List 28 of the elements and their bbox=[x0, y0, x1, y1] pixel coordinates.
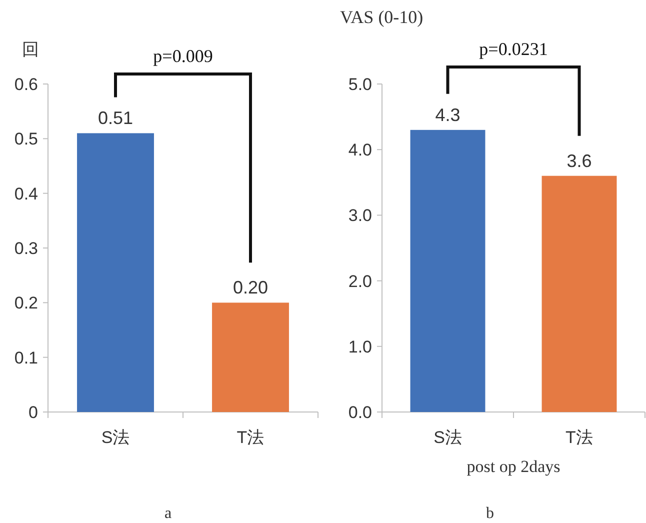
y-tick-label: 2.0 bbox=[348, 272, 372, 291]
y-tick-label: 0.0 bbox=[348, 403, 372, 422]
data-label: 0.51 bbox=[98, 108, 134, 128]
y-tick-label: 0.3 bbox=[14, 239, 38, 258]
x-axis-title: post op 2days bbox=[466, 457, 560, 476]
text: p=0.009 bbox=[153, 46, 213, 66]
x-tick-label: S法 bbox=[101, 428, 130, 447]
x-tick-label: T法 bbox=[236, 428, 264, 447]
text: b bbox=[486, 505, 494, 522]
y-tick-label: 3.0 bbox=[348, 206, 372, 226]
text: a bbox=[164, 505, 172, 522]
data-label: 0.20 bbox=[232, 278, 268, 298]
data-label: 3.6 bbox=[566, 150, 592, 171]
y-tick-label: 0.4 bbox=[14, 184, 38, 204]
y-tick-label: 4.0 bbox=[348, 140, 372, 160]
data-label: 4.3 bbox=[435, 104, 460, 125]
y-tick-label: 0.5 bbox=[14, 130, 38, 149]
x-tick-label: S法 bbox=[434, 428, 462, 447]
y-tick-label: 0.2 bbox=[14, 294, 38, 313]
y-tick-label: 1.0 bbox=[348, 337, 372, 356]
y-tick-label: 5.0 bbox=[348, 75, 372, 94]
x-tick-label: T法 bbox=[566, 428, 593, 447]
text: p=0.0231 bbox=[479, 39, 548, 59]
y-tick-label: 0.6 bbox=[14, 75, 38, 94]
y-tick-label: 0 bbox=[28, 403, 38, 422]
y-tick-label: 0.1 bbox=[14, 348, 38, 368]
chart-title: VAS (0-10) bbox=[340, 7, 424, 27]
y-axis-title: 回 bbox=[22, 40, 39, 59]
